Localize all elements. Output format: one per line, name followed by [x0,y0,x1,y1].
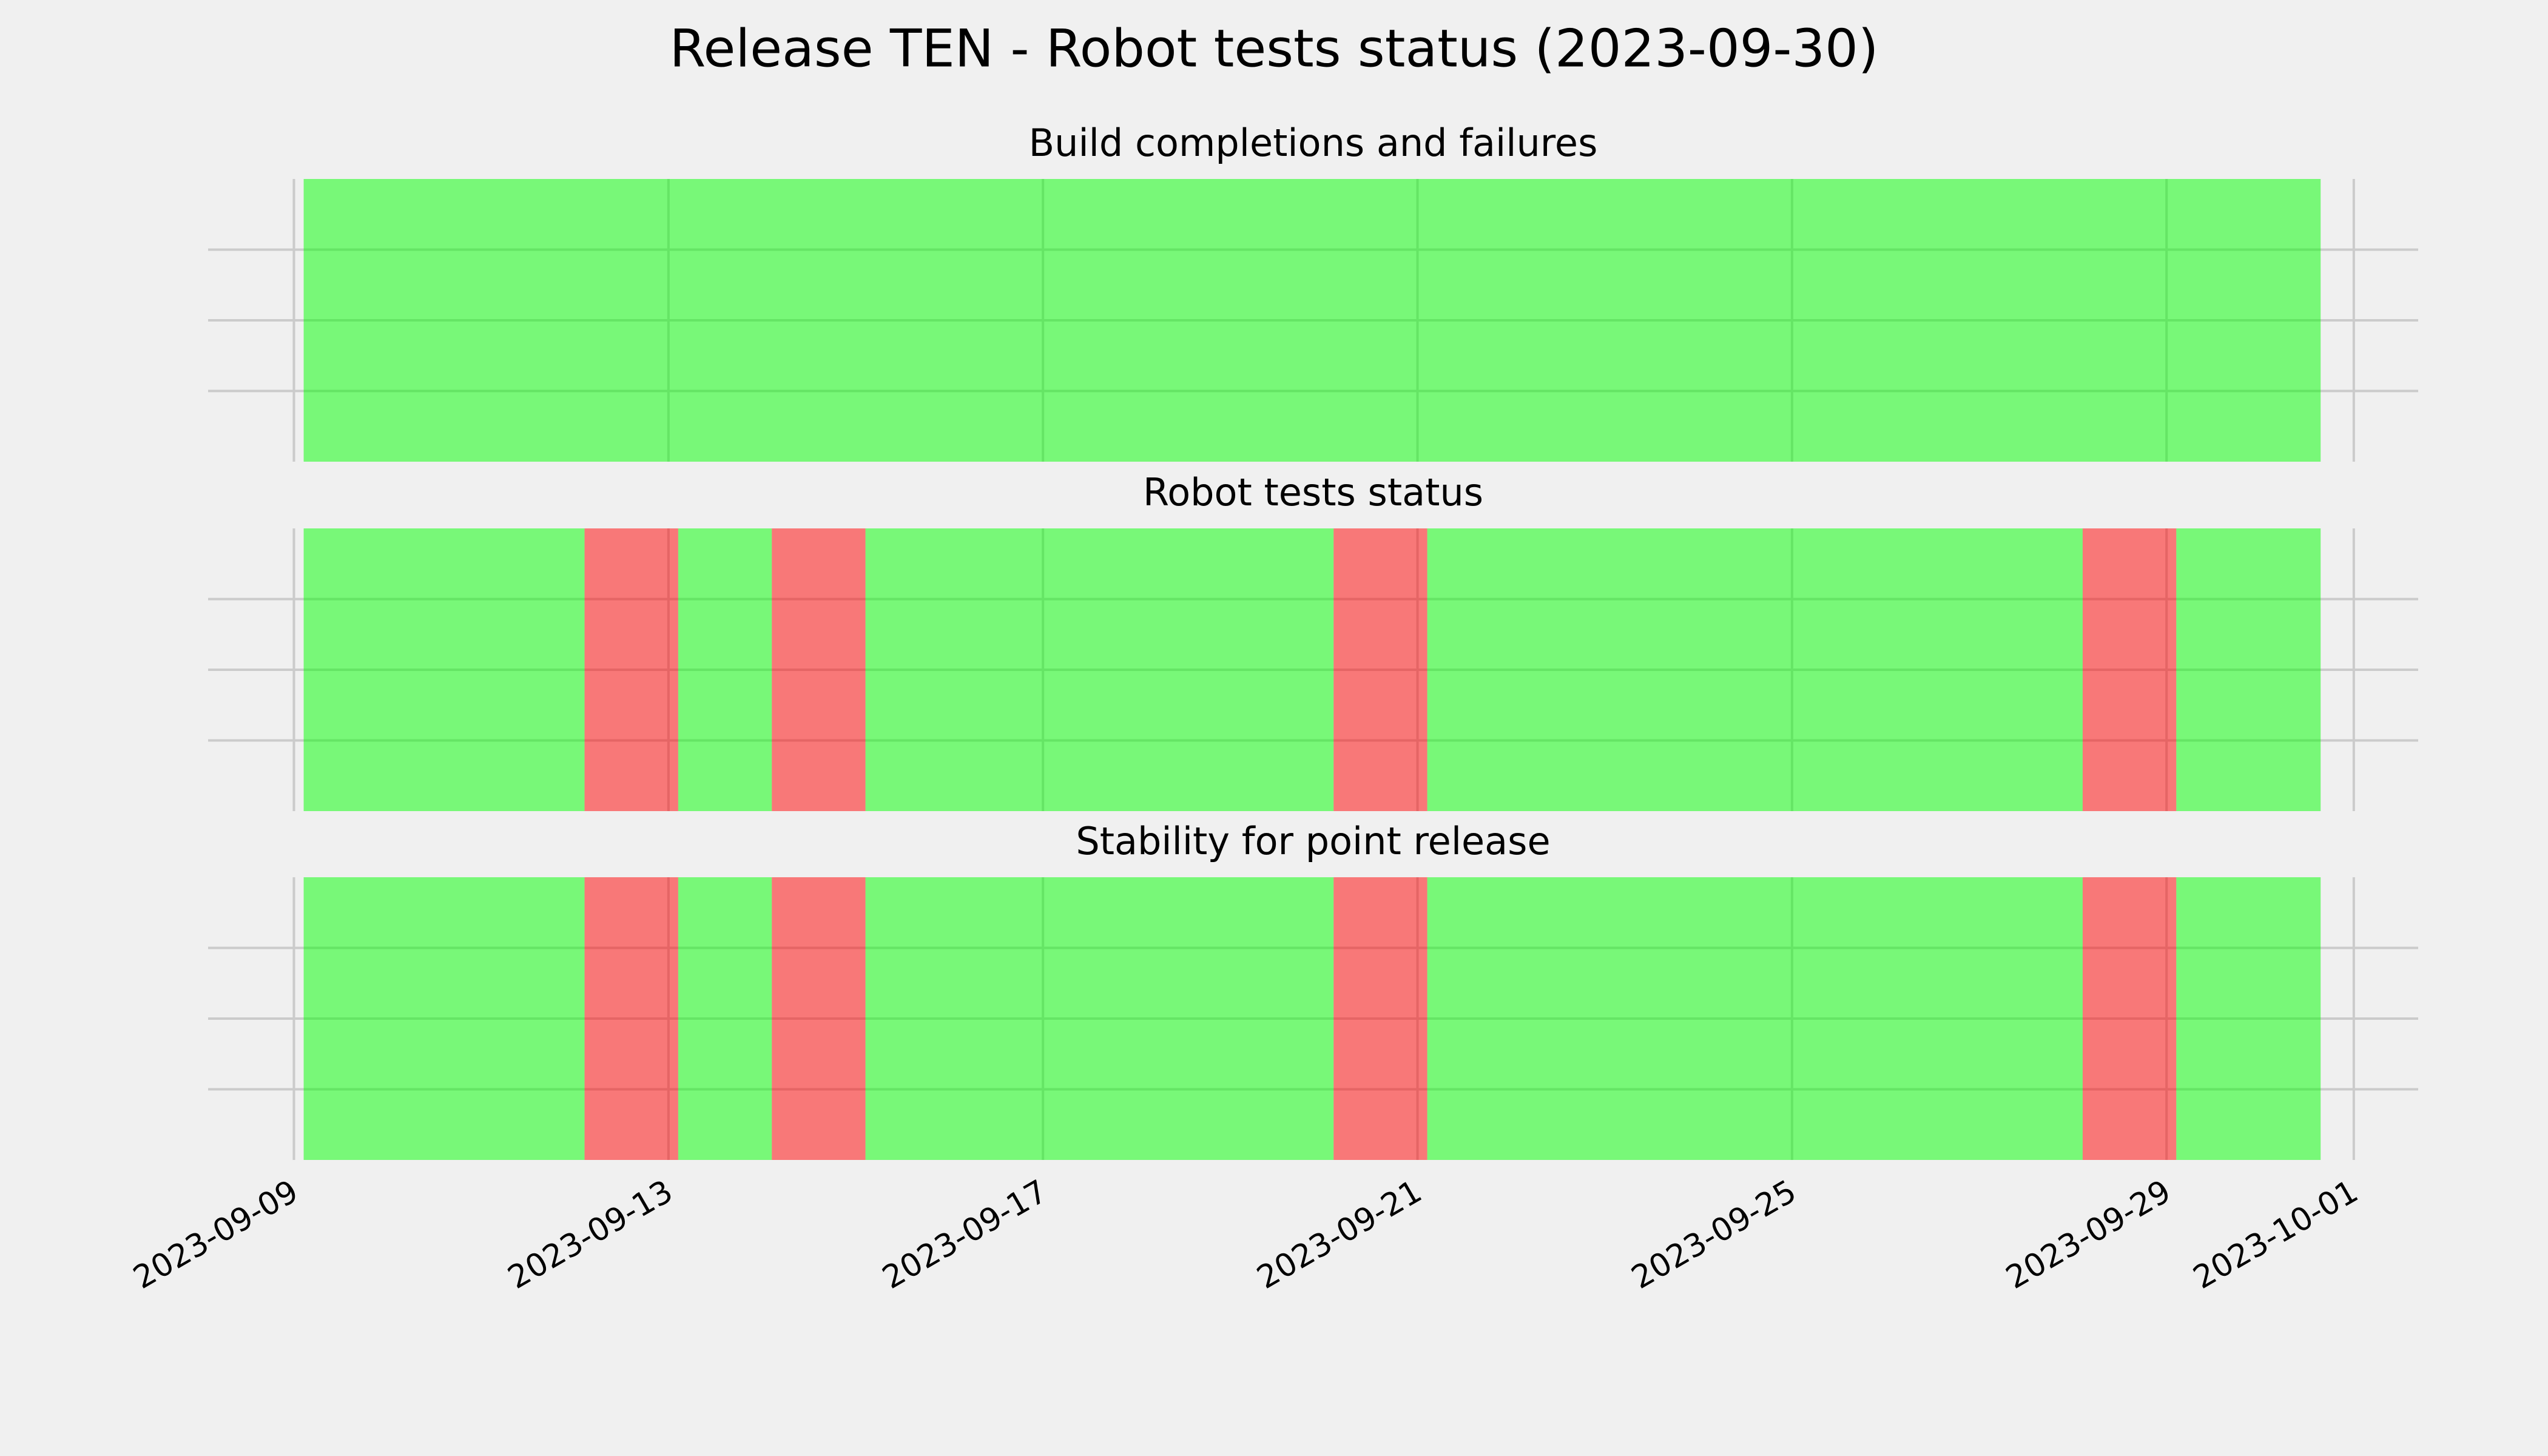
chart-title: Release TEN - Robot tests status (2023-0… [670,18,1879,79]
status-span [772,877,866,1160]
status-span [1427,877,2083,1160]
status-span [2082,877,2177,1160]
status-span [303,877,585,1160]
status-span [303,528,585,811]
panel-title: Stability for point release [1076,819,1550,863]
status-span [678,528,772,811]
status-span [1333,877,1427,1160]
status-span [865,877,1334,1160]
panel-title: Build completions and failures [1029,121,1598,165]
status-span [584,528,678,811]
status-span [584,877,678,1160]
status-span [303,179,2321,462]
panel-title: Robot tests status [1143,470,1483,514]
status-span [1427,528,2083,811]
status-span [2176,877,2321,1160]
status-span [1333,528,1427,811]
status-span [678,877,772,1160]
status-span [865,528,1334,811]
status-span [2082,528,2177,811]
status-span [2176,528,2321,811]
status-span [772,528,866,811]
